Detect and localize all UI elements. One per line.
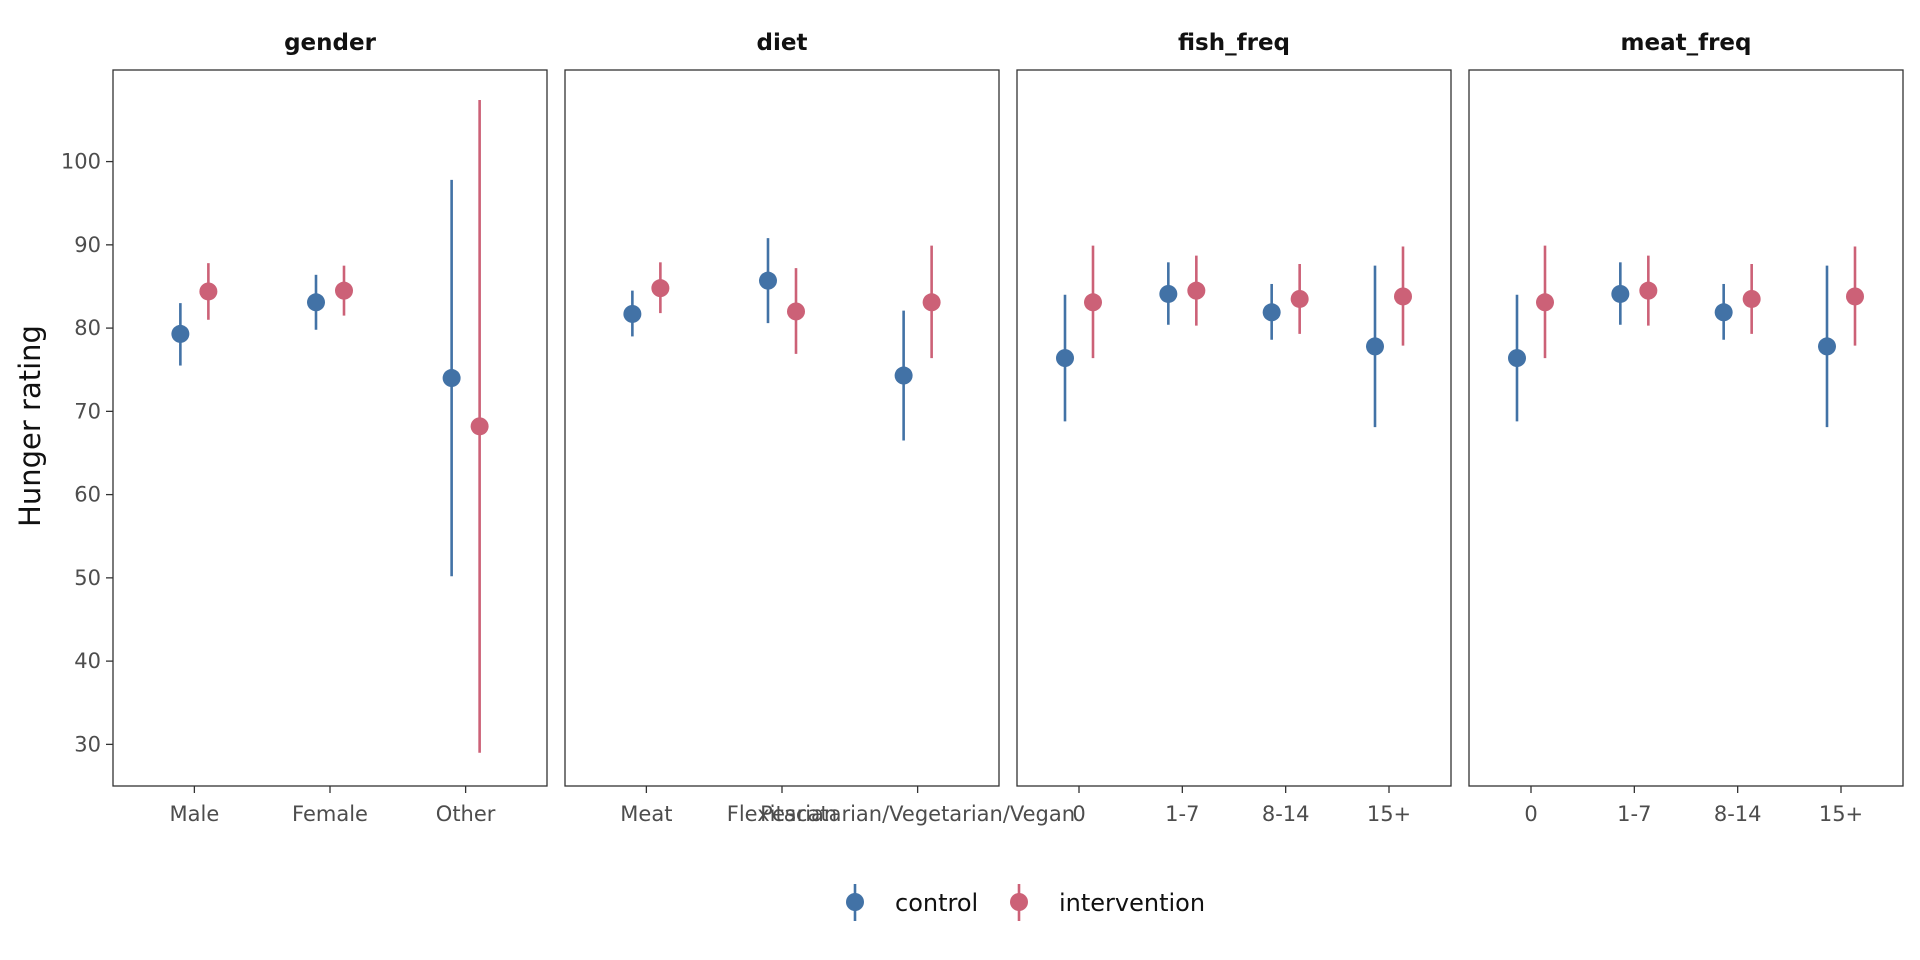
panel-gender: gender Male Female Other: [112, 30, 548, 826]
panel-diet: diet Meat FlexitarianPescatarian/Vegetaria…: [564, 30, 1075, 826]
y-tick-label: 70: [74, 399, 101, 423]
x-tick-label: Other: [436, 802, 496, 826]
legend-label: control: [895, 889, 978, 917]
x-tick-label: 8-14: [1262, 802, 1310, 826]
panel-title: gender: [284, 30, 377, 56]
point-intervention: [470, 417, 489, 436]
x-tick-label: Female: [292, 802, 368, 826]
point-control: [1714, 303, 1733, 322]
point-control: [1056, 349, 1074, 368]
x-tick-label: Flexitarian: [727, 802, 837, 826]
x-tick-label: 0: [1524, 802, 1537, 826]
x-tick-label: 15+: [1367, 802, 1411, 826]
y-axis-title: Hunger rating: [13, 325, 47, 527]
point-intervention: [922, 293, 941, 312]
point-intervention: [1394, 287, 1412, 306]
x-tick-label: 1-7: [1617, 802, 1651, 826]
point-control: [759, 271, 777, 290]
point-control: [307, 293, 325, 312]
point-intervention: [787, 302, 805, 321]
point-intervention: [1290, 289, 1309, 308]
y-tick-label: 30: [74, 732, 101, 756]
point-control: [1611, 284, 1630, 303]
point-intervention: [335, 281, 353, 300]
legend-item-intervention: intervention: [1010, 884, 1205, 921]
point-control: [1508, 349, 1526, 368]
point-intervention: [651, 279, 670, 298]
legend-key-point: [846, 893, 864, 911]
x-tick-label: 15+: [1819, 802, 1863, 826]
point-intervention: [1846, 287, 1864, 306]
y-tick-label: 40: [74, 649, 101, 673]
legend: control intervention: [846, 884, 1205, 921]
y-tick-label: 90: [74, 233, 101, 257]
point-control: [1262, 303, 1281, 322]
x-tick-label: Male: [170, 802, 220, 826]
point-intervention: [1187, 281, 1206, 300]
point-control: [171, 324, 190, 343]
facet-panels: gender Male Female Other diet Meat Flexitarian…: [112, 30, 1904, 826]
x-tick-label: 0: [1072, 802, 1085, 826]
y-tick-label: 60: [74, 483, 101, 507]
panel-border: [1468, 69, 1904, 787]
panel-border: [564, 69, 1000, 787]
y-tick-label: 50: [74, 566, 101, 590]
point-control: [1159, 284, 1178, 303]
panel-fish_freq: fish_freq 0 1-7 8-14 15+: [1016, 30, 1452, 826]
legend-label: intervention: [1059, 889, 1205, 917]
point-intervention: [1639, 281, 1658, 300]
panel-meat_freq: meat_freq 0 1-7 8-14 15+: [1468, 30, 1904, 826]
point-control: [1366, 337, 1384, 356]
panel-title: diet: [757, 30, 808, 56]
legend-item-control: control: [846, 884, 978, 921]
point-control: [623, 304, 642, 323]
point-intervention: [199, 282, 218, 301]
x-tick-label: 8-14: [1714, 802, 1762, 826]
point-control: [1818, 337, 1836, 356]
y-tick-label: 100: [61, 150, 101, 174]
x-tick-label: Pescatarian/Vegetarian/Vegan: [760, 802, 1075, 826]
point-intervention: [1536, 293, 1554, 312]
point-intervention: [1084, 293, 1102, 312]
x-tick-label: Meat: [620, 802, 672, 826]
panel-title: fish_freq: [1178, 30, 1290, 56]
point-control: [442, 369, 461, 388]
panel-border: [1016, 69, 1452, 787]
point-intervention: [1742, 289, 1761, 308]
y-tick-label: 80: [74, 316, 101, 340]
x-tick-label: 1-7: [1165, 802, 1199, 826]
legend-key-point: [1010, 893, 1028, 911]
point-control: [894, 366, 913, 385]
panel-title: meat_freq: [1621, 30, 1752, 56]
